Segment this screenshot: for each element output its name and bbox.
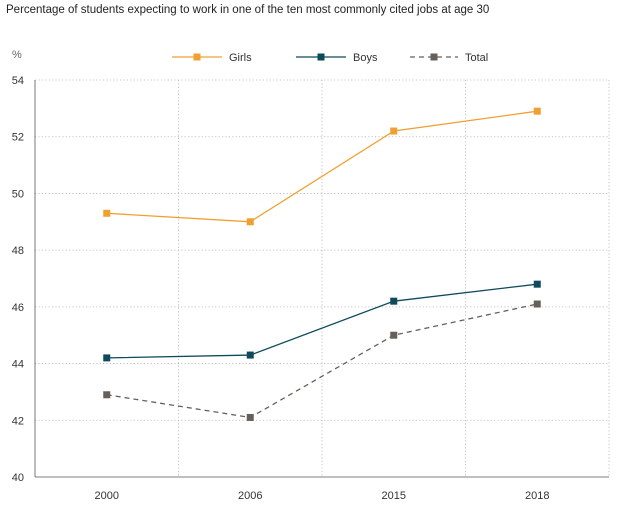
series-line: [106, 303, 538, 419]
data-point: [103, 391, 111, 399]
data-point: [533, 107, 541, 115]
legend-label: Total: [465, 52, 488, 64]
x-tick-label: 2000: [95, 490, 119, 502]
legend-item-boys: Boys: [296, 52, 378, 64]
legend-label: Girls: [229, 52, 252, 64]
x-tick-label: 2015: [382, 490, 406, 502]
series-boys: [103, 280, 541, 362]
grid-lines: [35, 79, 610, 477]
data-point: [246, 413, 254, 421]
y-tick-label: 46: [12, 302, 24, 314]
data-point: [390, 331, 398, 339]
legend-item-total: Total: [410, 52, 488, 64]
y-tick-label: 42: [12, 415, 24, 427]
x-tick-label: 2018: [525, 490, 549, 502]
y-tick-label: 50: [12, 188, 24, 200]
legend-marker: [317, 53, 325, 61]
data-point: [390, 297, 398, 305]
legend-item-girls: Girls: [172, 52, 252, 64]
series-group: [103, 107, 541, 421]
series-line: [106, 110, 538, 223]
data-point: [533, 280, 541, 288]
series-total: [103, 300, 541, 421]
y-tick-label: 48: [12, 245, 24, 257]
y-tick-label: 44: [12, 359, 24, 371]
data-point: [103, 209, 111, 217]
legend-label: Boys: [353, 52, 378, 64]
legend: Girls Boys Total: [172, 52, 488, 64]
data-point: [533, 300, 541, 308]
x-tick-label: 2006: [238, 490, 262, 502]
axes: 40 42 44 46 48 50 52 54% 2000 2006 2015 2018: [12, 49, 609, 502]
chart-title: Percentage of students expecting to work…: [6, 4, 490, 16]
series-line: [106, 283, 538, 359]
data-point: [390, 127, 398, 135]
data-point: [246, 351, 254, 359]
legend-marker: [430, 53, 438, 61]
data-point: [246, 218, 254, 226]
y-axis-unit-label: %: [12, 49, 22, 61]
data-point: [103, 354, 111, 362]
series-girls: [103, 107, 541, 226]
y-tick-label: 52: [12, 132, 24, 144]
y-tick-label: 54: [12, 75, 24, 87]
y-tick-label: 40: [12, 472, 24, 484]
legend-marker: [193, 53, 201, 61]
